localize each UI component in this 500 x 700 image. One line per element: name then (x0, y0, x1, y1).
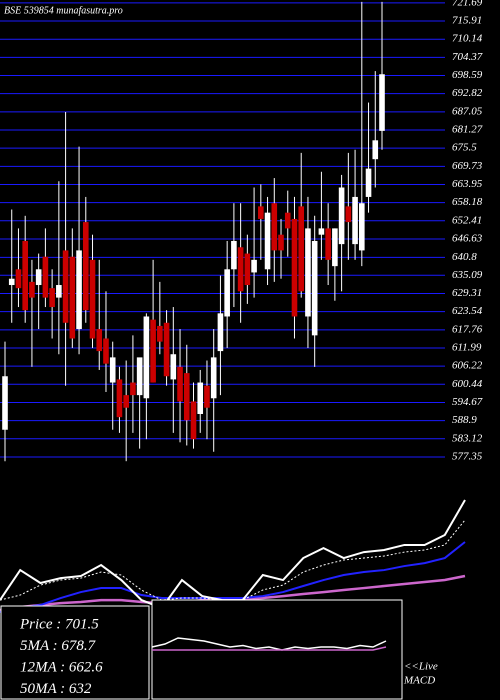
candle-body (2, 376, 8, 430)
y-tick-label: 704.37 (452, 51, 483, 63)
candle-body (311, 240, 318, 336)
candle-body (123, 395, 129, 408)
candle-body (291, 218, 298, 317)
candle-body (318, 228, 325, 235)
candle-body (22, 240, 28, 311)
y-tick-label: 617.76 (452, 323, 483, 335)
y-tick-label: 594.67 (452, 396, 483, 408)
candle-body (116, 379, 123, 418)
indicator-line (0, 519, 466, 601)
macd-line (151, 637, 387, 651)
candle-body (8, 278, 15, 286)
macd-label: MACD (403, 675, 435, 687)
candle-body (204, 385, 210, 408)
y-tick-label: 692.82 (452, 87, 483, 99)
candle-body (136, 357, 143, 396)
candle-body (69, 256, 76, 339)
candle-body (82, 222, 89, 311)
candle-body (35, 269, 42, 286)
candle-body (231, 240, 237, 270)
candle-body (157, 325, 163, 342)
y-tick-label: 652.41 (452, 214, 482, 226)
candle-body (224, 269, 230, 317)
candle-body (163, 322, 170, 377)
candle-body (197, 382, 204, 415)
candle-body (305, 228, 311, 317)
candle-body (76, 250, 82, 330)
info-box (0, 605, 150, 700)
candle-body (325, 228, 331, 260)
candle-body (62, 250, 69, 323)
y-tick-label: 687.05 (452, 105, 483, 117)
y-tick-label: 715.91 (452, 15, 482, 27)
y-tick-label: 675.5 (452, 142, 477, 154)
info-text: 5MA : 678.7 (20, 638, 97, 654)
info-text: 12MA : 662.6 (20, 659, 103, 675)
candle-body (237, 247, 244, 292)
candle-body (183, 373, 190, 421)
candle-body (359, 203, 365, 251)
y-tick-label: 611.99 (452, 342, 482, 354)
y-tick-label: 600.44 (452, 378, 483, 390)
chart-title: BSE 539854 munafasutra.pro (4, 5, 123, 16)
candle-body (298, 206, 305, 292)
candle-body (332, 228, 338, 267)
y-tick-label: 698.59 (452, 69, 483, 81)
candle-body (15, 269, 22, 289)
candle-body (96, 329, 103, 352)
candle-body (190, 401, 197, 440)
candle-body (109, 357, 116, 383)
candle-body (278, 234, 284, 251)
y-tick-label: 646.63 (452, 233, 483, 245)
candle-body (372, 140, 379, 160)
y-tick-label: 635.09 (452, 269, 483, 281)
candle-body (244, 253, 251, 286)
y-tick-label: 640.8 (452, 251, 477, 263)
y-tick-label: 588.9 (452, 414, 477, 426)
candle-body (210, 357, 217, 399)
y-tick-label: 710.14 (452, 33, 483, 45)
candle-body (258, 206, 264, 219)
indicator-line (0, 541, 466, 613)
y-tick-label: 721.69 (452, 0, 483, 8)
candle-body (177, 366, 183, 402)
candle-body (217, 313, 224, 352)
candle-body (352, 196, 358, 245)
candle-body (42, 256, 49, 298)
y-tick-label: 669.73 (452, 160, 483, 172)
candle-body (264, 212, 271, 270)
candle-body (49, 288, 55, 308)
y-tick-label: 629.31 (452, 287, 482, 299)
candle-body (29, 281, 35, 298)
candle-body (143, 316, 150, 399)
y-tick-label: 663.95 (452, 178, 483, 190)
candle-body (103, 338, 109, 364)
candle-body (89, 259, 96, 339)
macd-label: <<Live (404, 661, 438, 673)
candle-body (56, 285, 62, 298)
candle-body (338, 187, 345, 245)
y-tick-label: 623.54 (452, 305, 483, 317)
candle-body (251, 259, 257, 273)
info-text: 50MA : 632 (20, 681, 92, 697)
y-tick-label: 583.12 (452, 432, 483, 444)
candle-body (379, 74, 385, 131)
candle-body (150, 319, 156, 383)
y-tick-label: 681.27 (452, 124, 483, 136)
candle-body (345, 206, 352, 223)
candle-body (170, 354, 177, 380)
candle-body (365, 168, 372, 197)
y-tick-label: 658.18 (452, 196, 483, 208)
candle-body (271, 203, 278, 251)
info-text: Price : 701.5 (19, 616, 99, 632)
y-tick-label: 577.35 (452, 450, 483, 462)
y-tick-label: 606.22 (452, 360, 483, 372)
candle-body (284, 212, 291, 229)
macd-line (152, 646, 387, 651)
candle-body (130, 382, 136, 396)
